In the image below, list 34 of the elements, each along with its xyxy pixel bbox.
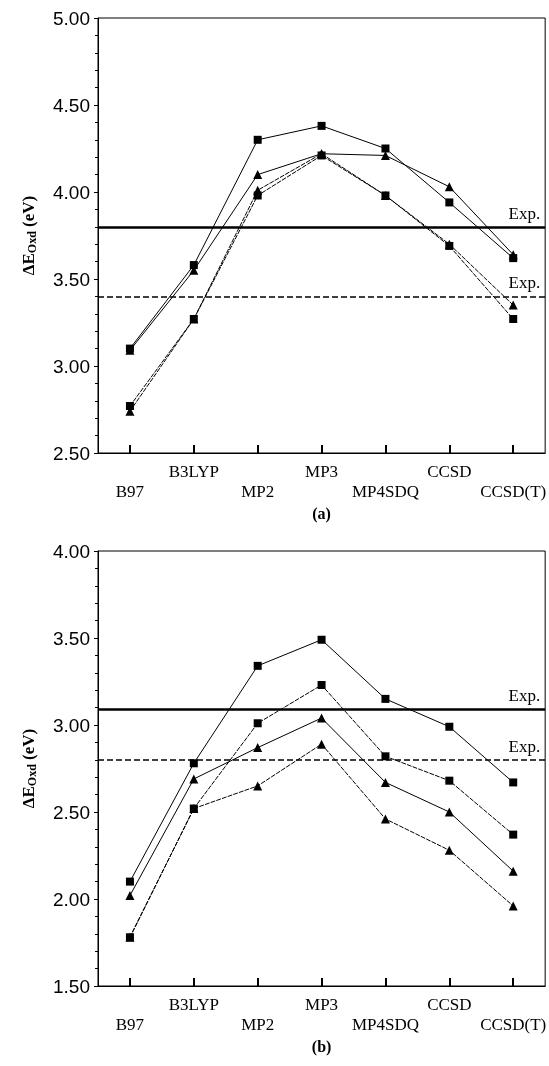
- x-tick-label: MP2: [241, 481, 275, 501]
- x-tick-label: CCSD: [427, 994, 472, 1014]
- y-tick-label: 2.50: [53, 801, 90, 823]
- y-tick-label: 4.50: [53, 94, 90, 116]
- x-tick-label: B3LYP: [168, 461, 219, 481]
- x-tick-label: MP3: [305, 994, 339, 1014]
- y-tick-label: 4.00: [53, 181, 90, 203]
- x-tick-label: B97: [115, 1014, 145, 1034]
- y-tick-label: 2.50: [53, 442, 90, 464]
- x-axis-title: (b): [311, 1038, 332, 1057]
- x-tick-label: MP3: [305, 461, 339, 481]
- y-axis-title: ΔEOxd (eV): [18, 728, 39, 809]
- x-tick-label: CCSD(T): [480, 1014, 547, 1034]
- y-tick-label: 2.00: [53, 888, 90, 910]
- x-axis-title: (a): [312, 505, 331, 524]
- x-tick-label: CCSD: [427, 461, 472, 481]
- y-tick-label: 5.00: [53, 7, 90, 29]
- y-tick-label: 1.50: [53, 975, 90, 997]
- x-tick-label: B3LYP: [168, 994, 219, 1014]
- y-tick-label: 4.00: [53, 540, 90, 562]
- x-tick-label: B97: [115, 481, 145, 501]
- x-tick-label: CCSD(T): [480, 481, 547, 501]
- ref-line-label: Exp.: [508, 686, 541, 706]
- x-tick-label: MP4SDQ: [351, 481, 419, 501]
- x-tick-label: MP2: [241, 1014, 275, 1034]
- ref-line-label: Exp.: [508, 273, 541, 293]
- y-tick-label: 3.50: [53, 268, 90, 290]
- y-tick-label: 3.00: [53, 355, 90, 377]
- y-tick-label: 3.00: [53, 714, 90, 736]
- y-axis-title: ΔEOxd (eV): [18, 195, 39, 276]
- x-tick-label: MP4SDQ: [351, 1014, 419, 1034]
- ref-line-label: Exp.: [508, 203, 541, 223]
- y-tick-label: 3.50: [53, 627, 90, 649]
- ref-line-label: Exp.: [508, 736, 541, 756]
